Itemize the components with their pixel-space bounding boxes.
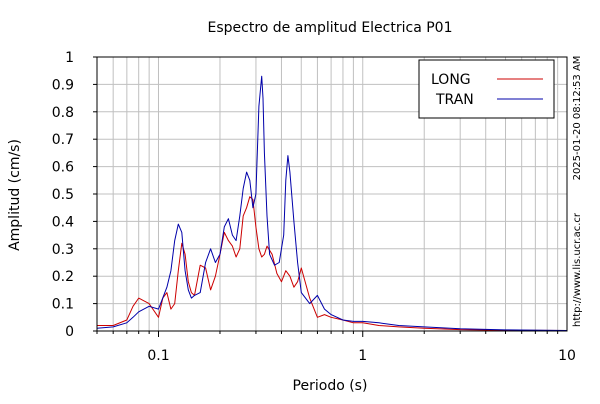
y-tick-label: 0.5: [52, 187, 74, 203]
timestamp-annotation: 2025-01-20 08:12:53 AM: [572, 56, 583, 181]
website-annotation: http://www.lis.ucr.ac.cr: [572, 212, 583, 327]
axis-ticks: 0 0.1 0.2 0.3 0.4 0.5 0.6 0.7 0.8 0.9 1 0.1 1 10: [52, 50, 576, 364]
x-tick-label: 1: [358, 348, 367, 364]
x-axis-label: Periodo (s): [293, 378, 368, 394]
y-tick-label: 0.6: [52, 160, 74, 176]
x-tick-label: 0.1: [147, 348, 169, 364]
legend: LONG TRAN: [418, 59, 555, 119]
y-tick-label: 0.1: [52, 297, 74, 313]
y-tick-label: 0.7: [52, 132, 74, 148]
series-group: [96, 75, 568, 331]
series-line-long: [97, 196, 568, 331]
y-tick-label: 0.8: [52, 105, 74, 121]
legend-label-tran: TRAN: [435, 92, 474, 108]
y-tick-label: 0.4: [52, 214, 74, 230]
series-line-tran: [96, 75, 568, 331]
x-tick-label: 10: [558, 348, 576, 364]
legend-label-long: LONG: [431, 72, 471, 88]
y-tick-label: 0: [65, 324, 74, 340]
y-tick-label: 0.2: [52, 269, 74, 285]
y-axis-label: Amplitud (cm/s): [7, 139, 23, 251]
legend-box: [418, 59, 555, 119]
y-tick-label: 1: [65, 50, 74, 66]
grid: [96, 56, 567, 332]
y-tick-label: 0.3: [52, 242, 74, 258]
y-tick-label: 0.9: [52, 77, 74, 93]
chart-title: Espectro de amplitud Electrica P01: [208, 20, 453, 36]
